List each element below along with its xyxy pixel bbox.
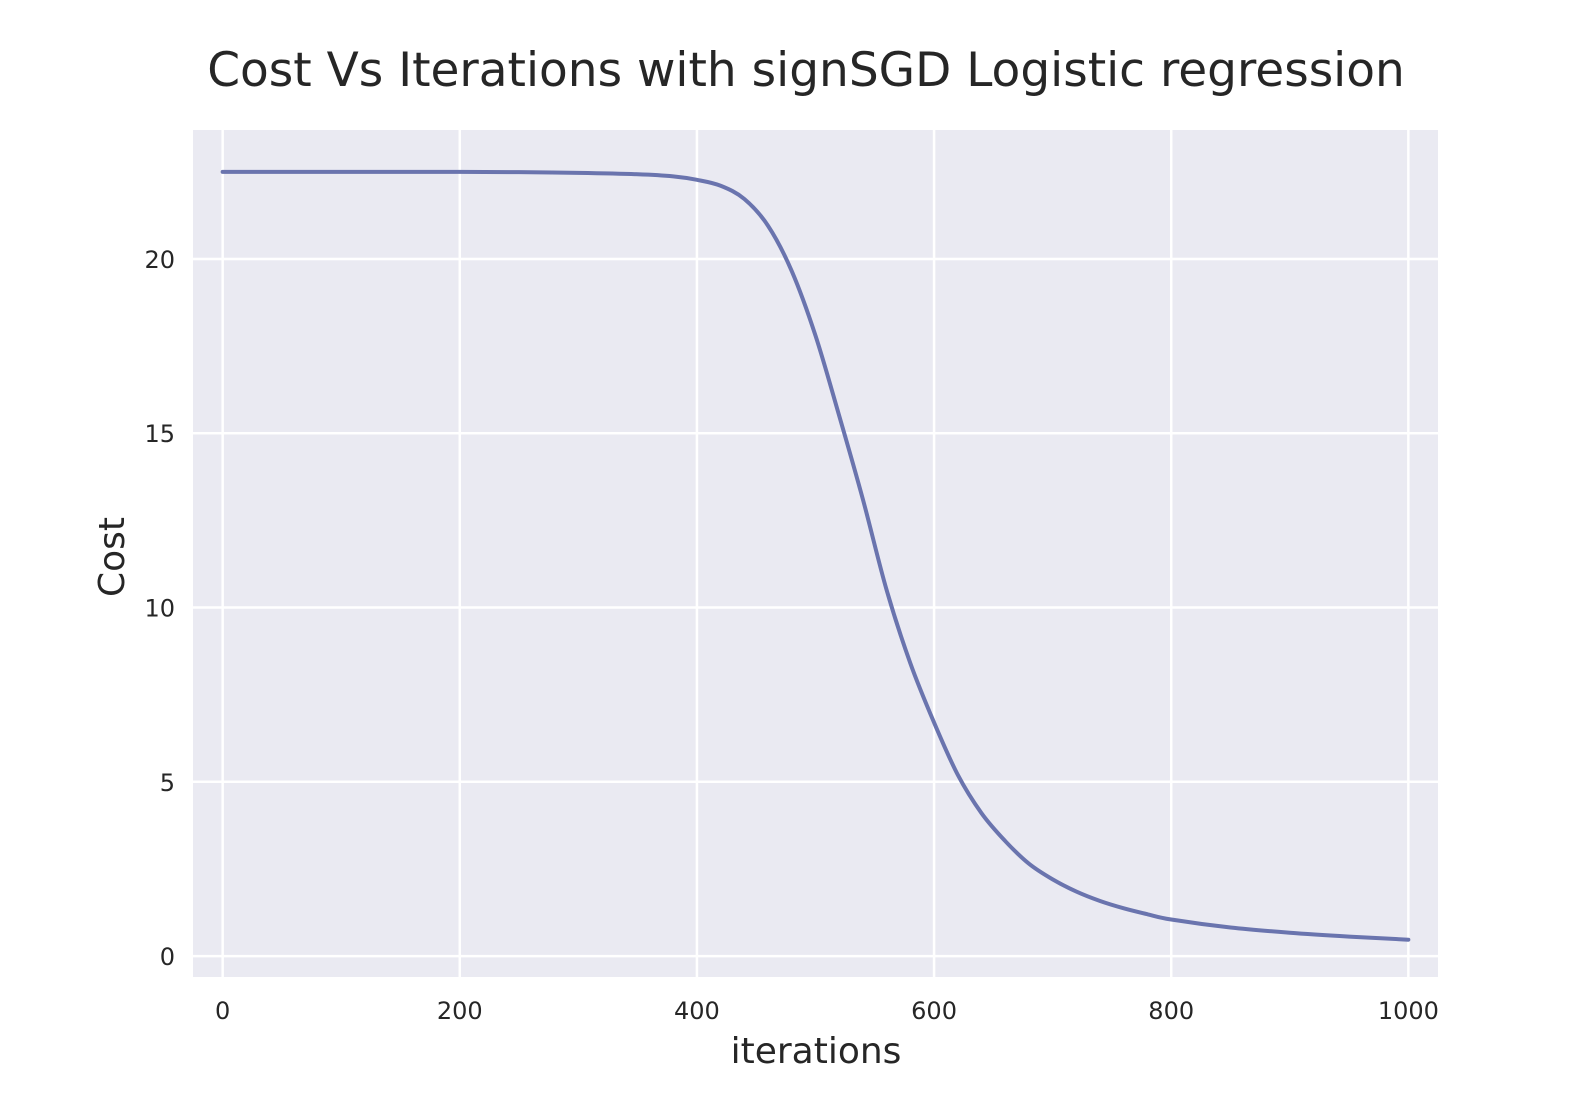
x-tick-label: 0 <box>215 997 230 1025</box>
y-tick-label: 0 <box>160 943 175 971</box>
y-axis-label: Cost <box>92 517 133 597</box>
x-tick-label: 200 <box>437 997 483 1025</box>
y-tick-label: 20 <box>144 246 175 274</box>
x-tick-label: 400 <box>674 997 720 1025</box>
y-grid <box>193 257 1438 958</box>
y-tick-labels: 0 5 10 15 20 <box>144 246 175 971</box>
x-tick-label: 800 <box>1148 997 1194 1025</box>
plot-area <box>193 130 1438 977</box>
x-axis-label: iterations <box>731 1031 902 1072</box>
x-tick-label: 1000 <box>1378 997 1439 1025</box>
y-tick-label: 15 <box>144 420 175 448</box>
x-tick-labels: 0 200 400 600 800 1000 <box>215 997 1439 1025</box>
y-tick-label: 10 <box>144 595 175 623</box>
series-layer <box>220 169 1411 942</box>
x-tick-label: 600 <box>911 997 957 1025</box>
chart-title: Cost Vs Iterations with signSGD Logistic… <box>207 43 1405 98</box>
cost-series-line <box>220 169 1411 942</box>
y-tick-label: 5 <box>160 769 175 797</box>
x-grid <box>221 130 1410 977</box>
